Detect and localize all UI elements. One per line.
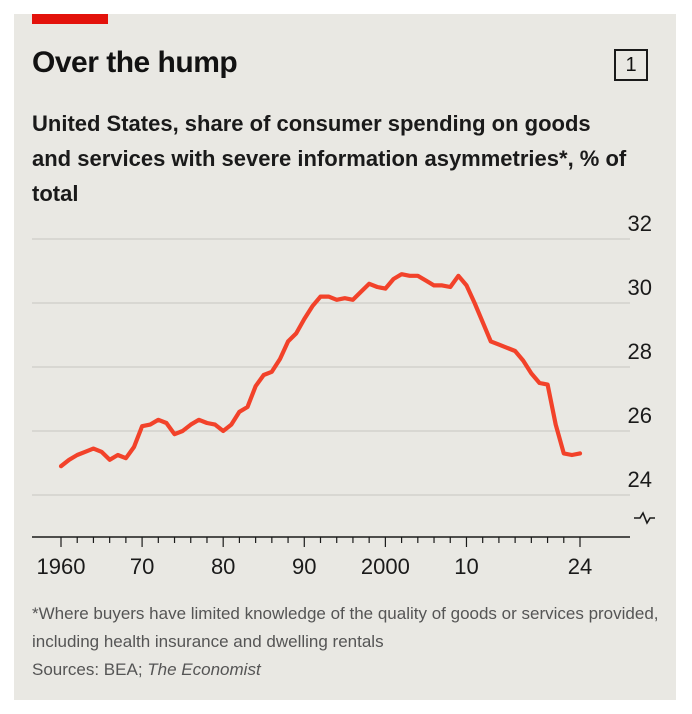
y-tick-label-28: 28 [628, 339, 652, 364]
axis-break-icon [634, 511, 655, 525]
sources-publisher: The Economist [147, 660, 261, 679]
brand-accent-bar [32, 14, 108, 24]
x-tick-label-2000: 2000 [361, 554, 410, 579]
x-tick-label-1960: 1960 [37, 554, 86, 579]
series-line-0 [58, 272, 583, 469]
y-tick-label-32: 32 [628, 211, 652, 236]
x-axis: 1960 70 80 90 2000 10 24 [32, 536, 630, 579]
footnote: *Where buyers have limited knowledge of … [32, 600, 662, 684]
sources-line: Sources: BEA; The Economist [32, 656, 662, 684]
x-tick-label-1970: 70 [130, 554, 154, 579]
y-tick-label-24: 24 [628, 467, 652, 492]
gridlines [32, 238, 630, 496]
y-tick-label-26: 26 [628, 403, 652, 428]
chart-number-badge: 1 [614, 49, 648, 81]
series-layer [58, 272, 583, 469]
line-chart: 24 26 28 30 32 1960 70 80 90 2000 10 24 [32, 211, 655, 579]
axis-break-squiggle [634, 511, 655, 525]
footnote-text: *Where buyers have limited knowledge of … [32, 604, 659, 651]
x-tick-label-2010: 10 [454, 554, 478, 579]
chart-card: Over the hump 1 United States, share of … [14, 14, 676, 700]
x-tick-label-1990: 90 [292, 554, 316, 579]
x-tick-label-2024: 24 [568, 554, 592, 579]
x-tick-label-1980: 80 [211, 554, 235, 579]
chart-subtitle: United States, share of consumer spendin… [32, 111, 627, 206]
chart-title: Over the hump [32, 46, 238, 79]
sources-label: Sources: BEA; [32, 660, 148, 679]
y-axis-labels: 24 26 28 30 32 [628, 211, 652, 492]
y-tick-label-30: 30 [628, 275, 652, 300]
